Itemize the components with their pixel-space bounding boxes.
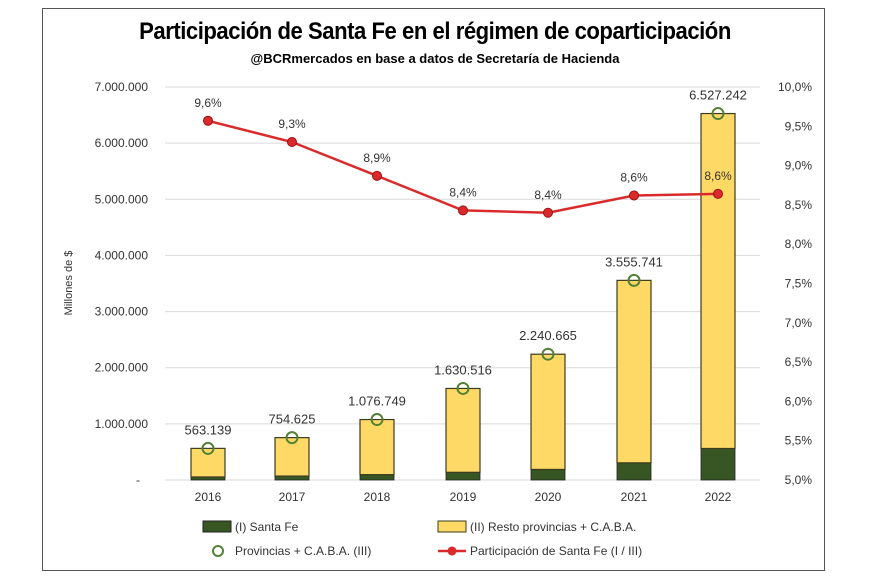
pct-data-label: 8,4% [534, 188, 562, 202]
legend-swatch-santa-fe [202, 520, 232, 533]
y-tick-label: 5.000.000 [95, 192, 149, 206]
total-data-label: 1.630.516 [434, 362, 492, 377]
chart-frame [42, 8, 825, 571]
legend-marker-participacion [447, 546, 457, 556]
marker-participacion [203, 115, 213, 126]
pct-data-label: 8,6% [620, 170, 648, 184]
pct-data-label: 8,6% [704, 169, 732, 183]
total-data-label: 6.527.242 [689, 88, 747, 103]
bar-resto [274, 437, 310, 477]
legend-label-participacion: Participación de Santa Fe (I / III) [470, 544, 642, 558]
y2-tick-label: 8,0% [785, 237, 813, 251]
marker-participacion [713, 188, 723, 199]
marker-total [201, 441, 215, 455]
bar-resto [190, 447, 226, 478]
x-tick-label: 2017 [279, 490, 306, 504]
total-data-label: 2.240.665 [519, 328, 577, 343]
pct-data-label: 9,6% [194, 96, 222, 110]
y2-tick-label: 10,0% [778, 80, 812, 94]
y-axis-label: Millones de $ [63, 251, 75, 316]
bar-resto [445, 387, 481, 473]
y2-tick-label: 8,5% [785, 198, 813, 212]
marker-participacion [372, 170, 382, 181]
marker-total [370, 413, 384, 427]
y-tick-label: 7.000.000 [95, 80, 149, 94]
y2-tick-label: 5,5% [785, 434, 813, 448]
chart-title: Participación de Santa Fe en el régimen … [139, 18, 731, 45]
bar-santa-fe [530, 469, 566, 481]
marker-total [627, 273, 641, 287]
bar-resto [530, 353, 566, 471]
x-tick-label: 2019 [450, 490, 477, 504]
y2-tick-label: 7,0% [785, 316, 813, 330]
total-data-label: 563.139 [185, 422, 232, 437]
chart-subtitle: @BCRmercados en base a datos de Secretar… [250, 51, 620, 66]
y2-tick-label: 9,5% [785, 119, 813, 133]
y-tick-label: 6.000.000 [95, 136, 149, 150]
y2-tick-label: 5,0% [785, 473, 813, 487]
bar-santa-fe [445, 471, 481, 481]
legend-label-resto: (II) Resto provincias + C.A.B.A. [470, 520, 636, 534]
marker-total [456, 381, 470, 395]
marker-participacion [543, 207, 553, 218]
x-tick-label: 2018 [364, 490, 391, 504]
pct-data-label: 9,3% [278, 117, 306, 131]
total-data-label: 1.076.749 [348, 394, 406, 409]
bar-resto [700, 112, 736, 450]
y2-tick-label: 7,5% [785, 277, 813, 291]
y2-tick-label: 6,5% [785, 355, 813, 369]
bar-santa-fe [616, 462, 652, 481]
y2-tick-label: 6,0% [785, 394, 813, 408]
pct-data-label: 8,9% [363, 151, 391, 165]
y-tick-label: - [136, 473, 140, 487]
bar-resto [616, 279, 652, 464]
marker-total [285, 431, 299, 445]
total-data-label: 3.555.741 [605, 254, 663, 269]
marker-total [541, 347, 555, 361]
pct-data-label: 8,4% [449, 185, 477, 199]
bar-santa-fe [700, 448, 736, 481]
x-tick-label: 2016 [195, 490, 222, 504]
y2-tick-label: 9,0% [785, 159, 813, 173]
bar-resto [359, 418, 395, 476]
y-tick-label: 4.000.000 [95, 248, 149, 262]
x-tick-label: 2021 [621, 490, 648, 504]
legend-label-santa-fe: (I) Santa Fe [235, 520, 299, 534]
legend-label-total: Provincias + C.A.B.A. (III) [235, 544, 371, 558]
y-tick-label: 3.000.000 [95, 305, 149, 319]
bar-santa-fe [359, 474, 395, 481]
legend-marker-total [212, 545, 224, 557]
y-tick-label: 2.000.000 [95, 361, 149, 375]
y-tick-label: 1.000.000 [95, 417, 149, 431]
marker-participacion [458, 205, 468, 216]
x-tick-label: 2022 [705, 490, 732, 504]
marker-participacion [629, 190, 639, 201]
x-tick-label: 2020 [535, 490, 562, 504]
total-data-label: 754.625 [269, 412, 316, 427]
marker-participacion [287, 137, 297, 148]
marker-total [711, 107, 725, 121]
legend-swatch-resto [437, 520, 467, 533]
